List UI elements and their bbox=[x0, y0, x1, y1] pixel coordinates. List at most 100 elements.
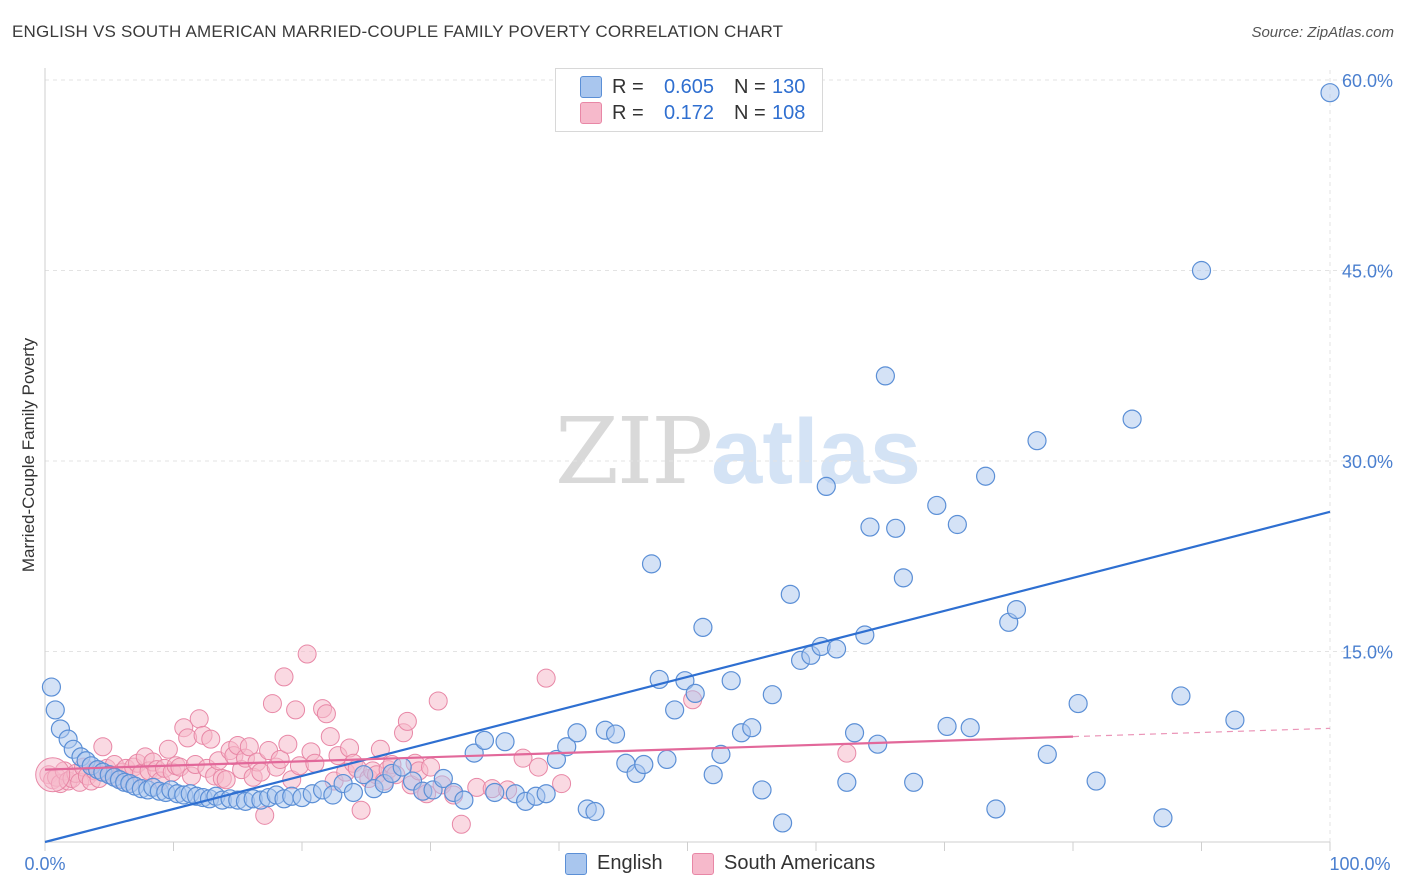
english-point bbox=[1086, 771, 1106, 791]
english-point bbox=[454, 790, 474, 810]
correlation-legend: R = 0.605 N = 130 R = 0.172 N = 108 bbox=[555, 68, 823, 132]
south-americans-swatch-icon bbox=[692, 852, 714, 875]
english-point bbox=[557, 737, 577, 757]
legend-row-south-americans: R = 0.172 N = 108 bbox=[580, 100, 805, 126]
legend-item-english[interactable]: English bbox=[565, 852, 663, 875]
south-americans-point bbox=[239, 737, 259, 757]
south-americans-point bbox=[297, 644, 317, 664]
english-point bbox=[536, 784, 556, 804]
english-point bbox=[474, 730, 495, 751]
english-point bbox=[976, 466, 996, 486]
english-point bbox=[816, 476, 836, 496]
english-point bbox=[844, 723, 865, 743]
south-americans-point bbox=[837, 743, 857, 763]
english-point bbox=[1153, 808, 1173, 828]
trend-layer bbox=[44, 510, 1331, 844]
english-point bbox=[886, 518, 906, 538]
x-tick-label-min: 0.0% bbox=[24, 854, 65, 874]
english-point bbox=[693, 617, 713, 637]
english-point bbox=[634, 754, 654, 775]
english-point bbox=[927, 495, 947, 516]
english-point bbox=[711, 744, 731, 764]
english-point bbox=[837, 772, 857, 792]
south-americans-point bbox=[158, 739, 178, 759]
south-americans-point bbox=[552, 774, 572, 794]
english-point bbox=[354, 765, 374, 785]
legend-r-label: R = bbox=[612, 101, 644, 124]
english-point bbox=[947, 514, 967, 535]
english-point bbox=[893, 568, 913, 588]
y-tick-label: 45.0% bbox=[1342, 262, 1393, 282]
series-legend: English South Americans bbox=[0, 852, 1406, 878]
english-point bbox=[45, 700, 65, 720]
legend-n-value: 108 bbox=[772, 101, 806, 124]
south-americans-point bbox=[528, 757, 548, 777]
legend-south-americans-label: South Americans bbox=[724, 852, 876, 874]
english-point bbox=[495, 732, 515, 752]
english-point bbox=[752, 780, 772, 800]
english-point bbox=[433, 768, 453, 789]
south-americans-point bbox=[93, 737, 113, 757]
english-point bbox=[742, 718, 762, 738]
english-point bbox=[567, 723, 587, 743]
y-tick-label: 60.0% bbox=[1342, 71, 1393, 91]
south-americans-point bbox=[397, 711, 417, 731]
x-tick-label-max: 100.0% bbox=[1329, 854, 1390, 874]
english-point bbox=[1006, 599, 1027, 620]
label-layer: 15.0% 30.0% 45.0% 60.0% 0.0% 100.0% Married-Co… bbox=[19, 71, 1393, 874]
english-points bbox=[41, 83, 1340, 833]
english-point bbox=[1225, 710, 1245, 730]
axis-layer bbox=[44, 68, 1331, 851]
south-americans-point bbox=[286, 700, 306, 720]
south-americans-swatch-icon bbox=[580, 102, 602, 124]
south-americans-point bbox=[428, 691, 448, 711]
english-point bbox=[546, 749, 567, 770]
english-point bbox=[772, 813, 793, 833]
english-point bbox=[721, 671, 741, 691]
south-americans-point bbox=[320, 727, 340, 747]
south-americans-point bbox=[351, 800, 371, 820]
english-point bbox=[685, 683, 705, 704]
legend-item-south-americans[interactable]: South Americans bbox=[692, 852, 875, 875]
source-credit: Source: ZipAtlas.com bbox=[1251, 24, 1394, 41]
south-americans-points bbox=[35, 644, 857, 834]
y-tick-label: 15.0% bbox=[1342, 643, 1393, 663]
english-point bbox=[904, 772, 924, 792]
english-point bbox=[860, 517, 880, 537]
english-point bbox=[343, 782, 363, 803]
english-point bbox=[1037, 744, 1057, 764]
english-point bbox=[641, 554, 662, 574]
english-point bbox=[1320, 83, 1340, 103]
legend-r-label: R = bbox=[612, 75, 644, 98]
english-point bbox=[762, 685, 782, 705]
south-americans-point bbox=[216, 770, 236, 790]
south-americans-point bbox=[274, 667, 294, 687]
english-point bbox=[826, 639, 847, 659]
english-trend-line bbox=[44, 510, 1331, 844]
english-point bbox=[937, 716, 957, 737]
legend-n-label: N = bbox=[734, 75, 766, 98]
english-swatch-icon bbox=[580, 76, 602, 98]
south-americans-trend-extension bbox=[1072, 727, 1331, 738]
english-point bbox=[657, 749, 677, 770]
south-americans-point bbox=[189, 709, 209, 729]
english-point bbox=[868, 734, 888, 754]
english-point bbox=[986, 799, 1006, 819]
english-point bbox=[605, 724, 626, 744]
english-point bbox=[960, 718, 980, 738]
south-americans-point bbox=[278, 734, 298, 754]
legend-english-label: English bbox=[597, 852, 663, 874]
english-point bbox=[485, 782, 505, 803]
legend-row-english: R = 0.605 N = 130 bbox=[580, 74, 805, 100]
south-americans-point bbox=[270, 749, 290, 769]
south-americans-point bbox=[262, 694, 282, 714]
english-point bbox=[41, 677, 62, 697]
english-point bbox=[703, 765, 723, 785]
english-point bbox=[665, 700, 685, 720]
legend-n-label: N = bbox=[734, 101, 766, 124]
south-americans-point bbox=[536, 668, 556, 688]
grid-layer bbox=[45, 70, 1392, 842]
legend-r-value: 0.172 bbox=[663, 101, 714, 124]
chart-title: ENGLISH VS SOUTH AMERICAN MARRIED-COUPLE… bbox=[12, 22, 784, 41]
